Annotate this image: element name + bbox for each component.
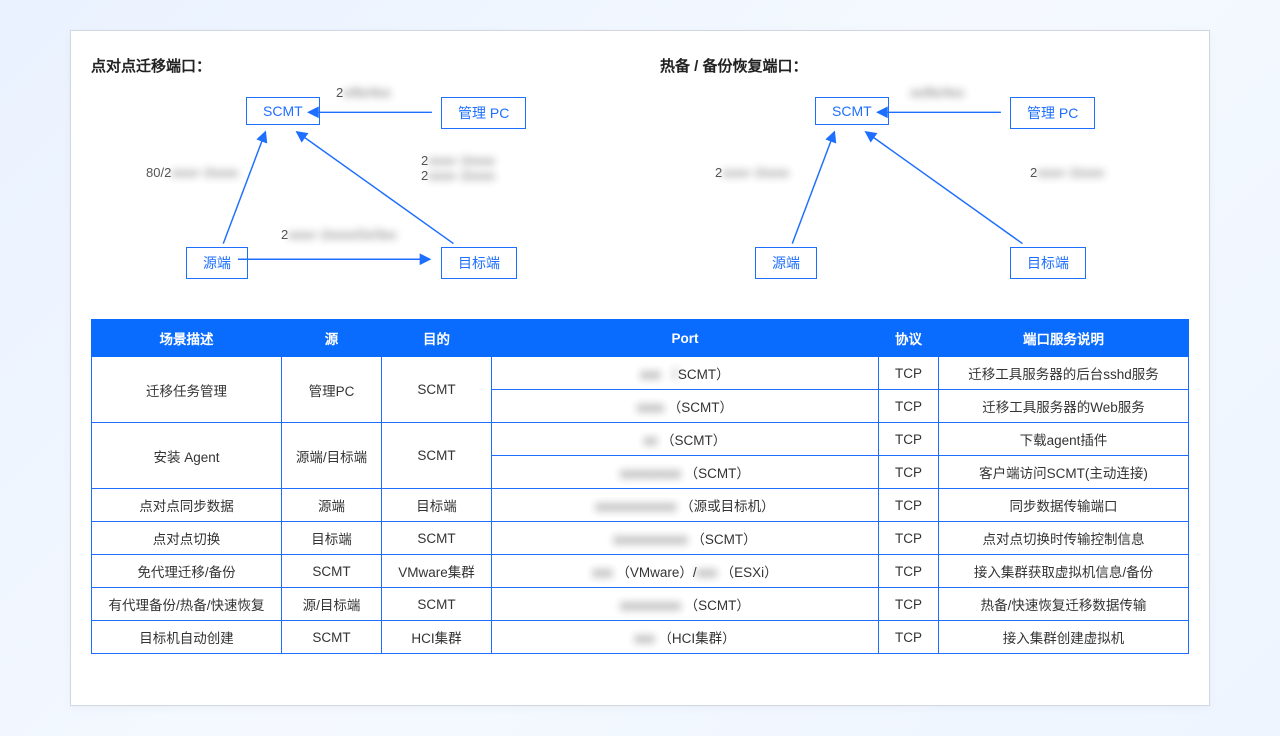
- cell-desc: 迁移工具服务器的Web服务: [939, 390, 1189, 423]
- main-panel: 点对点迁移端口： SCMT 管理 PC 源端 目标端 2x/8x/4xx 80/…: [70, 30, 1210, 706]
- cell-proto: TCP: [879, 489, 939, 522]
- cell-src: SCMT: [282, 621, 382, 654]
- cell-src: 目标端: [282, 522, 382, 555]
- th-dst: 目的: [382, 320, 492, 357]
- edge-target-scmt-label: 2xxxx~2xxxx 2xxxx~2xxxx: [421, 153, 495, 183]
- cell-port: xxxx （SCMT）: [492, 390, 879, 423]
- cell-port: xxxxxxxxxxx （SCMT）: [492, 522, 879, 555]
- table-row: 目标机自动创建SCMTHCI集群xxx （HCI集群）TCP接入集群创建虚拟机: [92, 621, 1189, 654]
- edge-source-scmt-label: 80/2xxxx~2xxxx: [146, 165, 238, 180]
- cell-proto: TCP: [879, 588, 939, 621]
- cell-scene: 迁移任务管理: [92, 357, 282, 423]
- node-target-r: 目标端: [1010, 247, 1086, 279]
- th-scene: 场景描述: [92, 320, 282, 357]
- diagram-hotbackup: 热备 / 备份恢复端口： SCMT 管理 PC 源端 目标端 xx/8x/4xx…: [660, 55, 1189, 295]
- cell-port: xxxxxxxxx （SCMT）: [492, 456, 879, 489]
- table-row: 迁移任务管理管理PCSCMTxxx （SCMT）TCP迁移工具服务器的后台ssh…: [92, 357, 1189, 390]
- cell-desc: 迁移工具服务器的后台sshd服务: [939, 357, 1189, 390]
- node-source: 源端: [186, 247, 248, 279]
- th-port: Port: [492, 320, 879, 357]
- node-source-r: 源端: [755, 247, 817, 279]
- th-src: 源: [282, 320, 382, 357]
- cell-dst: SCMT: [382, 522, 492, 555]
- cell-proto: TCP: [879, 522, 939, 555]
- node-pc: 管理 PC: [441, 97, 526, 129]
- th-desc: 端口服务说明: [939, 320, 1189, 357]
- cell-scene: 安装 Agent: [92, 423, 282, 489]
- cell-scene: 免代理迁移/备份: [92, 555, 282, 588]
- cell-src: 源/目标端: [282, 588, 382, 621]
- cell-desc: 同步数据传输端口: [939, 489, 1189, 522]
- cell-proto: TCP: [879, 555, 939, 588]
- cell-desc: 客户端访问SCMT(主动连接): [939, 456, 1189, 489]
- diagram-p2p: 点对点迁移端口： SCMT 管理 PC 源端 目标端 2x/8x/4xx 80/…: [91, 55, 620, 295]
- cell-proto: TCP: [879, 357, 939, 390]
- node-scmt: SCMT: [246, 97, 320, 125]
- th-proto: 协议: [879, 320, 939, 357]
- cell-proto: TCP: [879, 621, 939, 654]
- edge-target-scmt-label-r: 2xxxx~2xxxx: [1030, 165, 1104, 180]
- edge-pc-scmt-label-r: xx/8x/4xx: [910, 85, 964, 100]
- cell-dst: SCMT: [382, 357, 492, 423]
- table-row: 有代理备份/热备/快速恢复源/目标端SCMTxxxxxxxxx （SCMT）TC…: [92, 588, 1189, 621]
- diagrams-row: 点对点迁移端口： SCMT 管理 PC 源端 目标端 2x/8x/4xx 80/…: [91, 55, 1189, 295]
- edge-source-target-label: 2xxxx~2xxxx/2x/3xx: [281, 227, 396, 242]
- cell-desc: 接入集群获取虚拟机信息/备份: [939, 555, 1189, 588]
- table-header-row: 场景描述 源 目的 Port 协议 端口服务说明: [92, 320, 1189, 357]
- cell-desc: 下载agent插件: [939, 423, 1189, 456]
- cell-proto: TCP: [879, 390, 939, 423]
- node-scmt-r: SCMT: [815, 97, 889, 125]
- diagram-hot-title: 热备 / 备份恢复端口：: [660, 55, 1189, 76]
- cell-desc: 接入集群创建虚拟机: [939, 621, 1189, 654]
- cell-proto: TCP: [879, 456, 939, 489]
- port-table: 场景描述 源 目的 Port 协议 端口服务说明 迁移任务管理管理PCSCMTx…: [91, 319, 1189, 654]
- edge-source-scmt-label-r: 2xxxx~2xxxx: [715, 165, 789, 180]
- cell-port: xxxxxxxxx （SCMT）: [492, 588, 879, 621]
- cell-src: SCMT: [282, 555, 382, 588]
- cell-scene: 目标机自动创建: [92, 621, 282, 654]
- cell-src: 管理PC: [282, 357, 382, 423]
- table-row: 免代理迁移/备份SCMTVMware集群xxx （VMware）/xxx （ES…: [92, 555, 1189, 588]
- table-row: 安装 Agent源端/目标端SCMTxx （SCMT）TCP下载agent插件: [92, 423, 1189, 456]
- cell-port: xxx （VMware）/xxx （ESXi）: [492, 555, 879, 588]
- node-target: 目标端: [441, 247, 517, 279]
- cell-desc: 热备/快速恢复迁移数据传输: [939, 588, 1189, 621]
- table-row: 点对点同步数据源端目标端xxxxxxxxxxxx （源或目标机）TCP同步数据传…: [92, 489, 1189, 522]
- cell-src: 源端: [282, 489, 382, 522]
- cell-dst: SCMT: [382, 423, 492, 489]
- node-pc-r: 管理 PC: [1010, 97, 1095, 129]
- cell-scene: 有代理备份/热备/快速恢复: [92, 588, 282, 621]
- edge-pc-scmt-label: 2x/8x/4xx: [336, 85, 391, 100]
- table-row: 点对点切换目标端SCMTxxxxxxxxxxx （SCMT）TCP点对点切换时传…: [92, 522, 1189, 555]
- cell-desc: 点对点切换时传输控制信息: [939, 522, 1189, 555]
- diagram-p2p-title: 点对点迁移端口：: [91, 55, 620, 76]
- cell-src: 源端/目标端: [282, 423, 382, 489]
- cell-scene: 点对点同步数据: [92, 489, 282, 522]
- cell-dst: 目标端: [382, 489, 492, 522]
- cell-dst: VMware集群: [382, 555, 492, 588]
- cell-port: xxx （SCMT）: [492, 357, 879, 390]
- cell-port: xx （SCMT）: [492, 423, 879, 456]
- cell-port: xxx （HCI集群）: [492, 621, 879, 654]
- cell-scene: 点对点切换: [92, 522, 282, 555]
- cell-proto: TCP: [879, 423, 939, 456]
- cell-port: xxxxxxxxxxxx （源或目标机）: [492, 489, 879, 522]
- cell-dst: SCMT: [382, 588, 492, 621]
- cell-dst: HCI集群: [382, 621, 492, 654]
- table-body: 迁移任务管理管理PCSCMTxxx （SCMT）TCP迁移工具服务器的后台ssh…: [92, 357, 1189, 654]
